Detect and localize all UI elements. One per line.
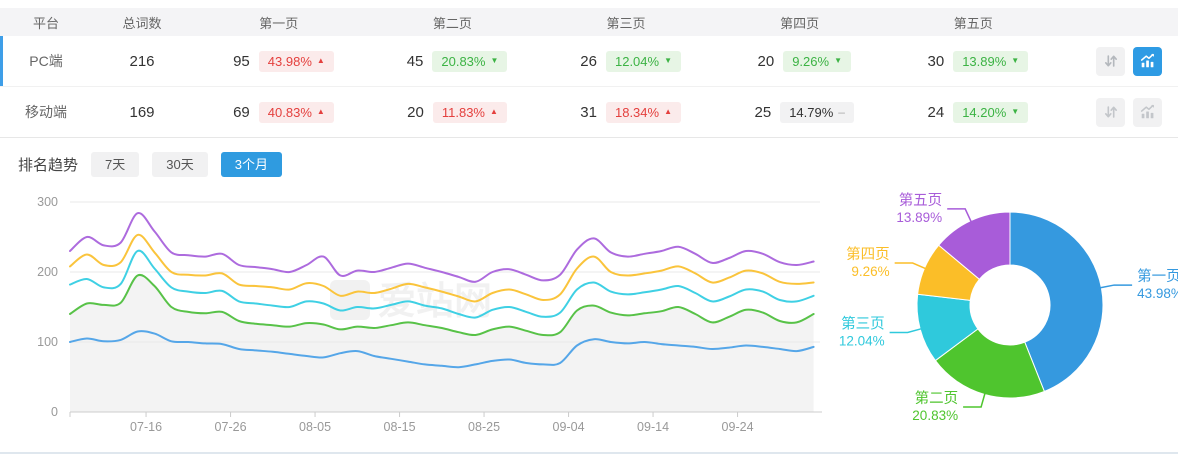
svg-text:09-24: 09-24	[722, 420, 754, 434]
trend-arrow-icon: ▲	[490, 107, 498, 116]
page4-pct-badge: 9.26% ▼	[783, 50, 851, 72]
svg-text:07-16: 07-16	[130, 420, 162, 434]
col-page-3: 第三页	[606, 15, 646, 31]
table-row-mobile[interactable]: 移动端 169 69 40.83% ▲ 20 11.83% ▲ 31 18.34% ▲…	[0, 87, 1178, 137]
svg-text:20.83%: 20.83%	[912, 408, 958, 423]
rank-table: 平台 总词数 第一页 第二页 第三页 第四页 第五页 PC端 216 95 43…	[0, 8, 1178, 138]
col-page-5: 第五页	[953, 15, 993, 31]
page3-pct-badge: 12.04% ▼	[605, 50, 681, 72]
trend-arrow-icon: ▼	[664, 56, 672, 65]
page5-count: 30	[927, 52, 945, 70]
page2-count: 45	[406, 52, 424, 70]
col-page-4: 第四页	[780, 15, 820, 31]
trend-arrow-icon: ▲	[664, 107, 672, 116]
trend-arrow-icon: ▲	[316, 107, 325, 116]
trend-arrow-icon: ▲	[316, 56, 325, 65]
trend-chart-icon	[1140, 104, 1154, 119]
page3-count: 26	[580, 52, 597, 70]
page4-cell: 25 14.79% –	[713, 101, 887, 123]
col-page-1: 第一页	[259, 15, 299, 31]
svg-text:0: 0	[51, 405, 58, 419]
sort-button[interactable]	[1096, 97, 1125, 127]
sort-arrows-icon	[1104, 55, 1117, 67]
svg-text:第三页: 第三页	[841, 314, 885, 332]
col-page-2: 第二页	[432, 15, 472, 31]
page2-pct-badge: 20.83% ▼	[432, 50, 508, 72]
trend-arrow-icon: ▼	[490, 56, 499, 65]
svg-text:第一页: 第一页	[1137, 267, 1178, 285]
col-platform: 平台	[32, 15, 59, 31]
table-row-pc[interactable]: PC端 216 95 43.98% ▲ 45 20.83% ▼ 26 12.04% ▼…	[0, 36, 1178, 87]
sort-arrows-icon	[1104, 106, 1117, 118]
page4-cell: 20 9.26% ▼	[713, 50, 887, 72]
pie-slice-第二页	[934, 328, 1045, 399]
svg-text:第五页: 第五页	[899, 191, 943, 209]
page5-cell: 30 13.89% ▼	[886, 50, 1060, 72]
page3-pct-badge: 18.34% ▲	[605, 101, 681, 123]
rank-table-header: 平台 总词数 第一页 第二页 第三页 第四页 第五页	[0, 8, 1178, 36]
svg-text:9.26%: 9.26%	[851, 264, 889, 279]
page1-count: 95	[233, 52, 250, 70]
svg-text:09-04: 09-04	[553, 420, 585, 434]
page1-pct-badge: 40.83% ▲	[258, 101, 334, 123]
trend-arrow-icon: ▼	[834, 56, 842, 65]
page2-cell: 45 20.83% ▼	[366, 50, 540, 72]
svg-text:12.04%: 12.04%	[839, 333, 885, 348]
trend-section-title: 排名趋势	[18, 157, 79, 174]
page4-pct-badge: 14.79% –	[780, 101, 854, 123]
page5-count: 24	[927, 103, 945, 121]
page1-cell: 95 43.98% ▲	[192, 50, 366, 72]
trend-arrow-icon: –	[838, 105, 845, 119]
trend-arrow-icon: ▼	[1011, 107, 1020, 116]
page4-count: 20	[757, 52, 775, 70]
svg-text:08-25: 08-25	[468, 420, 500, 434]
range-button-3m[interactable]: 3个月	[220, 152, 282, 177]
svg-text:07-26: 07-26	[215, 420, 247, 434]
range-button-7d[interactable]: 7天	[91, 152, 140, 177]
svg-text:08-05: 08-05	[299, 420, 331, 434]
platform-label: 移动端	[25, 104, 67, 120]
svg-text:300: 300	[37, 195, 58, 209]
page3-cell: 31 18.34% ▲	[539, 101, 713, 123]
page5-cell: 24 14.20% ▼	[886, 101, 1060, 123]
col-total-words: 总词数	[122, 15, 162, 31]
sort-button[interactable]	[1096, 46, 1125, 76]
page3-count: 31	[580, 103, 597, 121]
page3-cell: 26 12.04% ▼	[539, 50, 713, 72]
page2-pct-badge: 11.83% ▲	[432, 101, 507, 123]
page2-count: 20	[407, 103, 424, 121]
page1-pct-badge: 43.98% ▲	[258, 50, 334, 72]
pie-slice-第五页	[938, 211, 1011, 280]
total-words-value: 169	[129, 103, 155, 121]
range-button-30d[interactable]: 30天	[152, 152, 208, 177]
svg-text:第二页: 第二页	[915, 389, 959, 407]
svg-text:43.98%: 43.98%	[1137, 286, 1178, 301]
page5-pct-badge: 13.89% ▼	[953, 50, 1029, 72]
trend-arrow-icon: ▼	[1011, 56, 1020, 65]
platform-label: PC端	[29, 53, 63, 69]
total-words-value: 216	[129, 52, 155, 70]
row-actions	[1060, 97, 1178, 127]
svg-text:100: 100	[37, 335, 58, 349]
pie-slice-第一页	[1009, 211, 1104, 393]
page5-pct-badge: 14.20% ▼	[953, 101, 1029, 123]
show-trend-chart-button[interactable]	[1133, 46, 1162, 76]
row-actions	[1060, 46, 1178, 76]
page2-cell: 20 11.83% ▲	[366, 101, 540, 123]
svg-text:09-14: 09-14	[637, 420, 669, 434]
show-trend-chart-button[interactable]	[1133, 97, 1162, 127]
page4-count: 25	[754, 103, 772, 121]
svg-text:13.89%: 13.89%	[896, 210, 942, 225]
svg-text:08-15: 08-15	[384, 420, 416, 434]
trend-chart-icon	[1140, 53, 1154, 68]
svg-text:第四页: 第四页	[846, 245, 890, 263]
page1-count: 69	[233, 103, 250, 121]
page1-cell: 69 40.83% ▲	[192, 101, 366, 123]
trend-controls: 排名趋势 7天 30天 3个月	[0, 138, 1178, 177]
svg-text:200: 200	[37, 265, 58, 279]
